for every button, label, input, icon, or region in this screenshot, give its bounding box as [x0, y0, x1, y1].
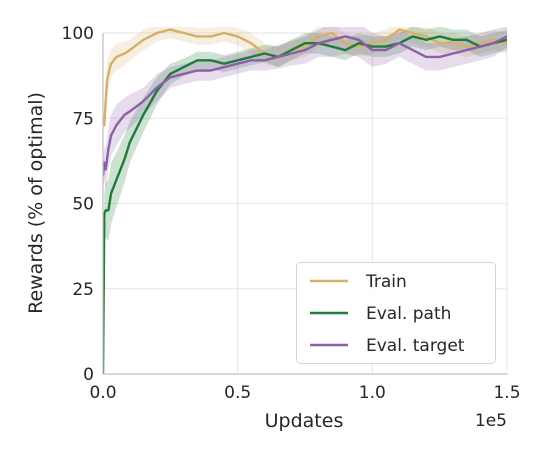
x-axis-label: Updates — [265, 410, 344, 432]
x-tick-label: 0.0 — [89, 383, 116, 403]
y-tick-label: 50 — [72, 195, 94, 215]
band-train — [103, 27, 507, 132]
legend-label: Eval. path — [366, 304, 451, 324]
legend-label: Eval. target — [366, 336, 465, 356]
confidence-bands — [103, 27, 507, 374]
legend: Train Eval. path Eval. target — [296, 262, 496, 364]
series-line-eval-target — [103, 35, 507, 177]
y-tick-label: 25 — [72, 280, 94, 300]
axes — [102, 33, 507, 375]
band-eval-target — [103, 27, 507, 190]
x-tick-label: 0.5 — [224, 383, 251, 403]
x-tick-label: 1.5 — [493, 383, 520, 403]
legend-label: Train — [365, 272, 407, 292]
series-lines — [103, 28, 507, 374]
y-tick-label: 0 — [83, 365, 94, 385]
y-tick-label: 100 — [62, 24, 94, 44]
x-axis-multiplier: 1e5 — [475, 411, 507, 431]
tick-labels: 0.0 0.5 1.0 1.5 0 25 50 75 100 — [62, 24, 521, 403]
legend-box — [296, 262, 496, 364]
series-line-eval-path — [103, 35, 507, 374]
y-tick-label: 75 — [72, 109, 94, 129]
x-tick-label: 1.0 — [359, 383, 386, 403]
y-axis-label: Rewards (% of optimal) — [25, 92, 47, 314]
